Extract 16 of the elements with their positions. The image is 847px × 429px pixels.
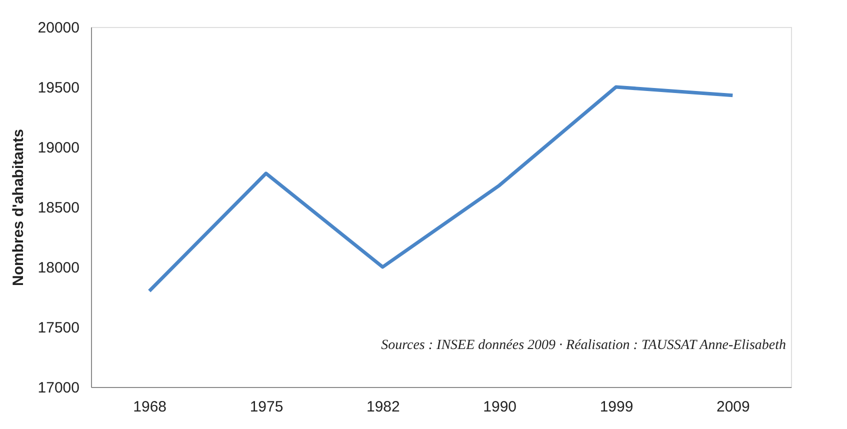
annotation: Sources : INSEE données 2009 · Réalisation : TAUSSAT Anne-Elisabeth	[381, 338, 786, 353]
x-tick-label: 1990	[483, 398, 517, 416]
x-tick-label: 1975	[250, 398, 284, 416]
y-tick-label: 17500	[38, 320, 80, 336]
y-tick-label: 19000	[38, 140, 80, 156]
x-tick-label: 1999	[600, 398, 634, 416]
y-tick-label: 19500	[38, 80, 80, 96]
x-tick-label: 1982	[366, 398, 400, 416]
y-tick-label: 18000	[38, 260, 80, 276]
y-axis-title: Nombres d'ahabitants	[10, 129, 27, 286]
x-tick-label: 2009	[716, 398, 750, 416]
line-series	[148, 85, 734, 293]
y-tick-label: 20000	[38, 20, 80, 36]
y-tick-label: 18500	[38, 200, 80, 216]
y-tick-label: 17000	[38, 380, 80, 396]
x-tick-label: 1968	[133, 398, 167, 416]
